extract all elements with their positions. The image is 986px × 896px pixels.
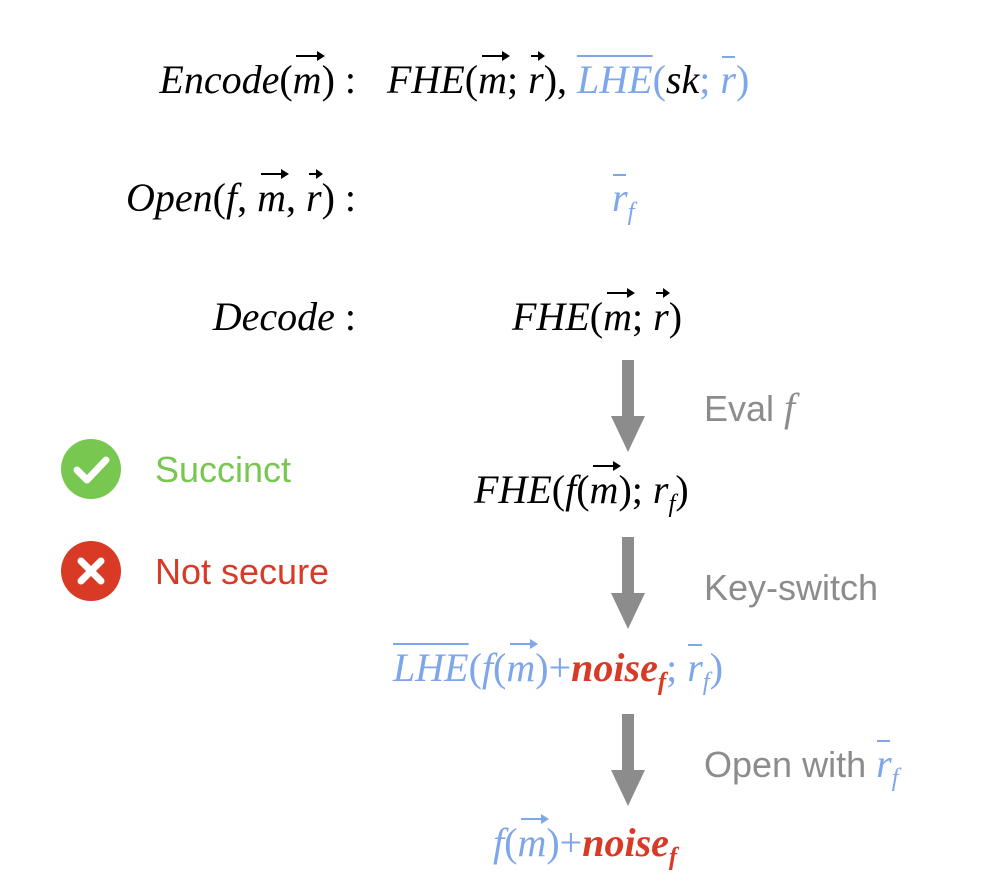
encode-label: Encode(m) : xyxy=(159,51,356,102)
eval-label: Eval f xyxy=(704,385,796,430)
pipeline-step-fhe: FHE(m; r) xyxy=(512,288,683,339)
open-with-label: Open with rf xyxy=(704,740,899,792)
not-secure-label: Not secure xyxy=(155,551,330,592)
open-with-arrow xyxy=(611,714,645,806)
key-switch-label: Key-switch xyxy=(704,567,879,608)
key-switch-arrow xyxy=(611,537,645,629)
pipeline-step-lhe: LHE(f(m)+noisef; rf) xyxy=(393,639,724,696)
succinct-label: Succinct xyxy=(155,449,292,490)
decode-label: Decode : xyxy=(212,294,356,339)
eval-arrow xyxy=(611,360,645,452)
encode-expression: FHE(m; r), LHE(sk; r) xyxy=(387,51,750,102)
x-circle-icon xyxy=(61,541,121,601)
open-label: Open(f, m, r) : xyxy=(126,169,356,220)
open-value: rf xyxy=(612,174,635,226)
pipeline-step-fhe-evaluated: FHE(f(m); rf) xyxy=(474,461,689,518)
final-result: f(m)+noisef xyxy=(493,814,678,871)
check-circle-icon xyxy=(61,439,121,499)
